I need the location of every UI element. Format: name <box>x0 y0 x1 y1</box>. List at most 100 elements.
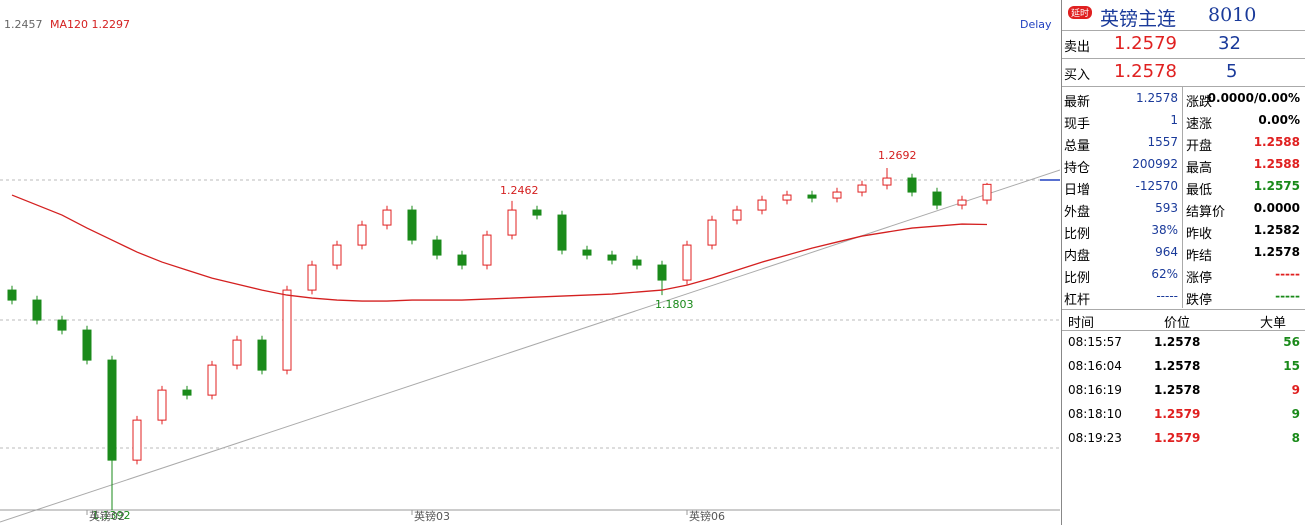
value: 1.2582 <box>1253 223 1300 237</box>
candle-body <box>907 177 917 193</box>
label: 昨收 <box>1186 227 1213 242</box>
price: 1.2578 <box>1114 61 1177 82</box>
value: -12570 <box>1135 179 1178 193</box>
candle-body <box>982 183 992 201</box>
candle-body <box>332 244 342 266</box>
value: 593 <box>1155 201 1178 215</box>
value: ----- <box>1156 289 1178 303</box>
col: 价位 <box>1164 316 1191 331</box>
trade-row: 08:15:57 1.2578 56 <box>1062 333 1305 355</box>
candle-body <box>782 194 792 201</box>
chart: 1.2457 MA120 1.2297 Delay 1.2462 1.2692 … <box>0 18 1060 523</box>
time: 08:16:19 <box>1068 383 1122 397</box>
volume: 9 <box>1291 383 1300 397</box>
candle-body <box>482 234 492 266</box>
annotation: 1.1392 <box>92 509 131 522</box>
quote-row: 最新 1.2578 涨跌 0.0000/0.00% <box>1062 89 1305 111</box>
label: 总量 <box>1064 139 1091 154</box>
candle-body <box>632 259 642 266</box>
candle-body <box>857 184 867 193</box>
label: 杠杆 <box>1064 293 1091 308</box>
time: 08:19:23 <box>1068 431 1122 445</box>
trade-row: 08:16:19 1.2578 9 <box>1062 381 1305 403</box>
x-tick-label: 英镑02 <box>89 509 125 523</box>
value: 1557 <box>1147 135 1178 149</box>
annotation: 1.1803 <box>655 298 694 311</box>
candle-body <box>682 244 692 281</box>
value: ----- <box>1275 267 1300 281</box>
candle-body <box>832 191 842 199</box>
value: 1.2588 <box>1253 135 1300 149</box>
delay: Delay <box>1020 18 1052 31</box>
value: 0.0000 <box>1253 201 1300 215</box>
quote-row: 内盘 964 昨结 1.2578 <box>1062 243 1305 265</box>
candle-body <box>32 299 42 321</box>
time: 08:15:57 <box>1068 335 1122 349</box>
col: 时间 <box>1068 316 1095 331</box>
price: 1.2579 <box>1114 33 1177 54</box>
label: 开盘 <box>1186 139 1213 154</box>
quote-row: 外盘 593 结算价 0.0000 <box>1062 199 1305 221</box>
candle-body <box>207 364 217 396</box>
quote-row: 日增 -12570 最低 1.2575 <box>1062 177 1305 199</box>
candle-body <box>232 339 242 366</box>
label: 昨结 <box>1186 249 1213 264</box>
trend-line <box>0 169 1060 523</box>
price: 1.2578 <box>1154 359 1201 373</box>
label: 涨跌 <box>1186 95 1213 110</box>
title: 英镑主连 <box>1100 8 1177 30</box>
value: 62% <box>1151 267 1178 281</box>
candle-body <box>257 339 267 371</box>
label: 比例 <box>1064 271 1091 286</box>
label: 外盘 <box>1064 205 1091 220</box>
candle-body <box>57 319 67 331</box>
candle-body <box>557 214 567 251</box>
candle-body <box>707 219 717 246</box>
candle-body <box>657 264 667 281</box>
badge: 延时 <box>1068 6 1093 19</box>
label: 买入 <box>1064 68 1091 83</box>
candle-body <box>132 419 142 461</box>
label: 最低 <box>1186 183 1213 198</box>
trades-header: 时间 价位 大单 <box>1062 312 1305 331</box>
candle-body <box>107 359 117 461</box>
volume: 8 <box>1291 431 1300 445</box>
candle-body <box>382 209 392 226</box>
candle-body <box>82 329 92 361</box>
candle-body <box>157 389 167 421</box>
candle-body <box>582 249 592 256</box>
annotation: 1.2692 <box>878 149 917 162</box>
candle-body <box>507 209 517 236</box>
value: 0.00% <box>1258 113 1300 127</box>
ma-label: MA120 1.2297 <box>50 18 130 31</box>
candle-body <box>432 239 442 256</box>
value: 1 <box>1170 113 1178 127</box>
candle-body <box>407 209 417 241</box>
candle-body <box>607 254 617 261</box>
quote-row: 现手 1 速涨 0.00% <box>1062 111 1305 133</box>
col: 大单 <box>1260 316 1287 331</box>
candle-body <box>957 199 967 206</box>
x-tick-label: 英镑06 <box>689 509 725 523</box>
price: 1.2578 <box>1154 383 1201 397</box>
quote-row: 持仓 200992 最高 1.2588 <box>1062 155 1305 177</box>
trade-row: 08:16:04 1.2578 15 <box>1062 357 1305 379</box>
time: 08:18:10 <box>1068 407 1122 421</box>
value: 1.2588 <box>1253 157 1300 171</box>
time: 08:16:04 <box>1068 359 1122 373</box>
ma-line <box>11 194 988 302</box>
quote-row: 杠杆 ----- 跌停 ----- <box>1062 287 1305 309</box>
code: 8010 <box>1208 4 1257 26</box>
annotation: 1.2462 <box>500 184 539 197</box>
candle-body <box>457 254 467 266</box>
value: 964 <box>1155 245 1178 259</box>
cursor-price: 1.2457 <box>4 18 43 31</box>
value: 200992 <box>1132 157 1178 171</box>
x-tick-label: 英镑03 <box>414 509 450 523</box>
volume: 32 <box>1218 33 1241 54</box>
label: 结算价 <box>1186 205 1226 220</box>
volume: 15 <box>1283 359 1300 373</box>
candle-body <box>757 199 767 211</box>
candle-body <box>807 194 817 199</box>
